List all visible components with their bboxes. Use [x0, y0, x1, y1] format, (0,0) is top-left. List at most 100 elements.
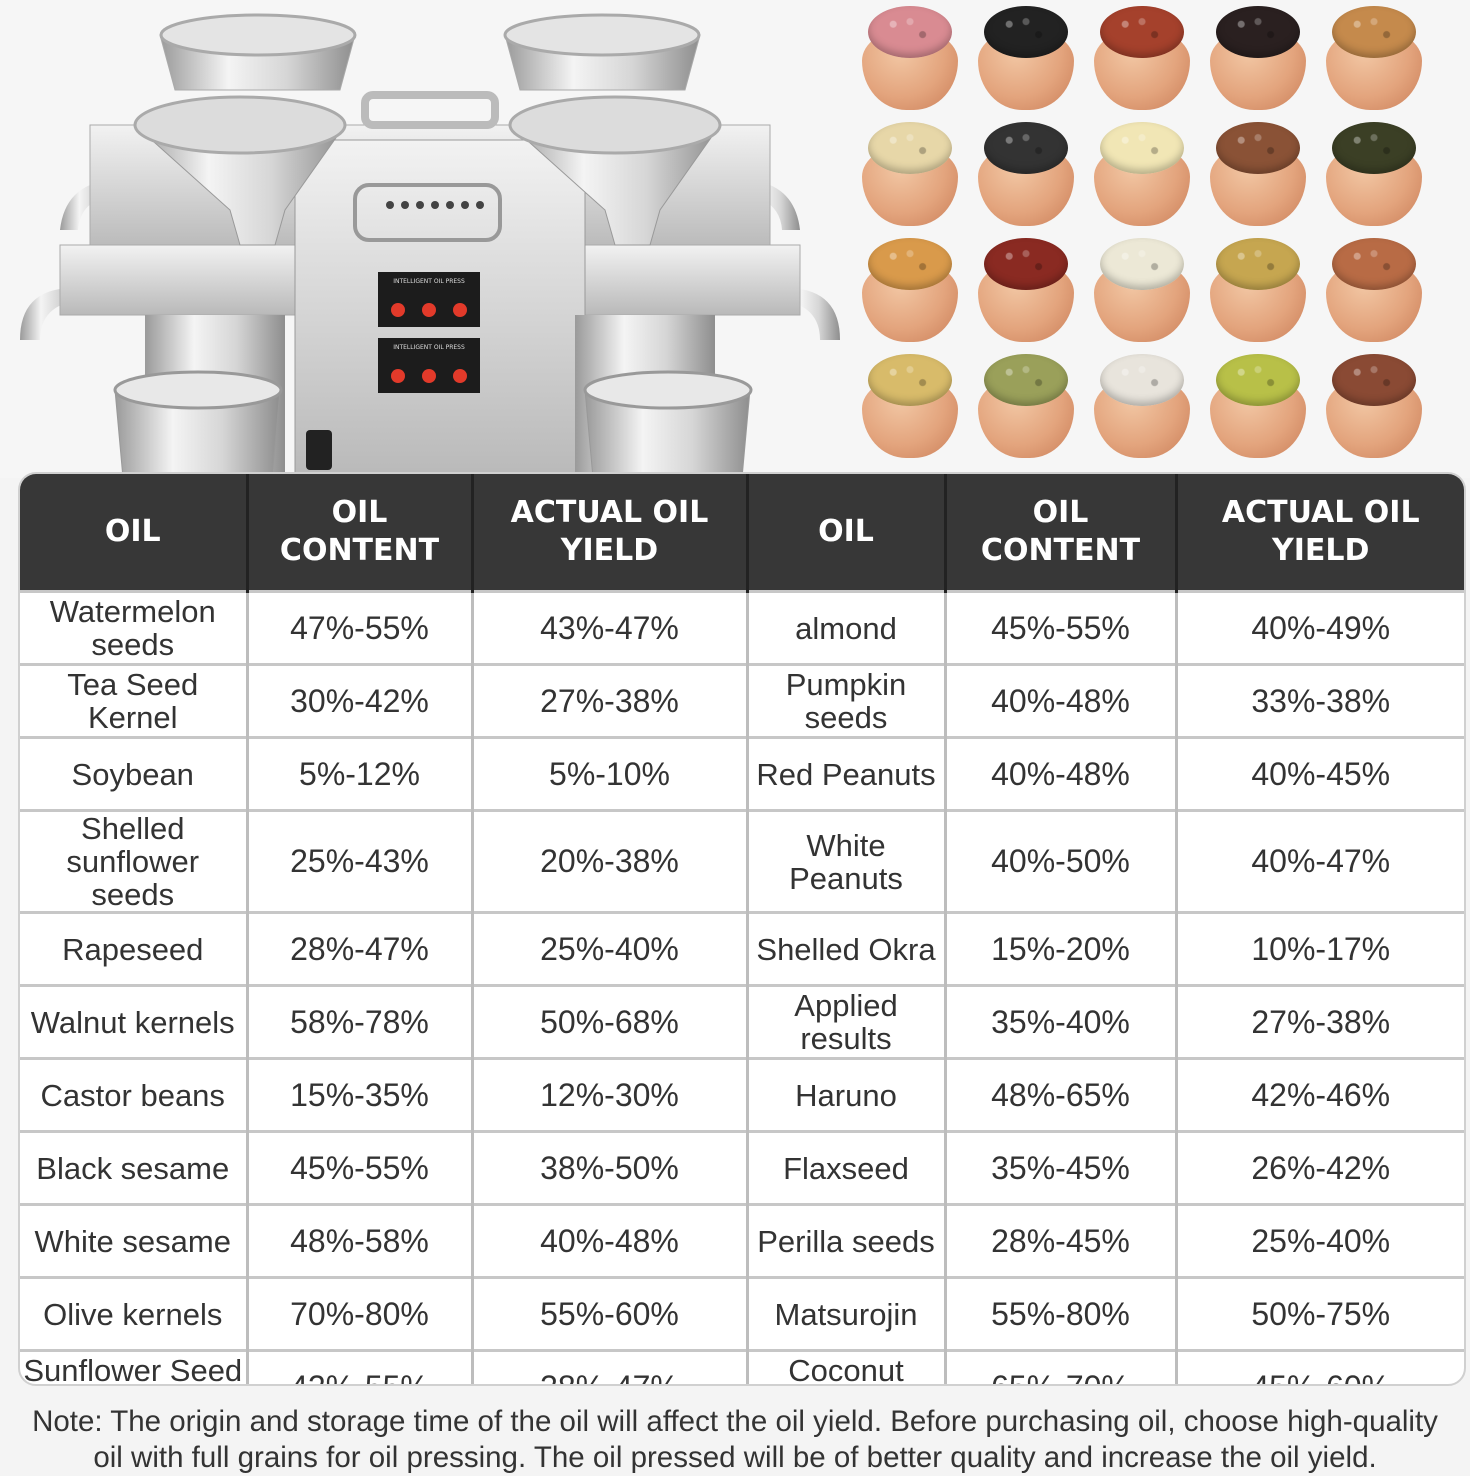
- header-oil-content: OIL CONTENT: [247, 474, 474, 592]
- seed-bowl: [1206, 350, 1310, 460]
- bowl-seeds: [1332, 354, 1416, 406]
- cell-actual-oil-yield: 26%-42%: [1176, 1130, 1464, 1205]
- cell-oil-name: Flaxseed: [747, 1130, 947, 1205]
- cell-oil-name: Olive kernels: [20, 1276, 249, 1351]
- bowl-seeds: [984, 122, 1068, 174]
- bowl-seeds: [984, 238, 1068, 290]
- table-row: Black sesame 45%-55% 38%-50% Flaxseed 35%-45…: [20, 1130, 1464, 1205]
- seed-bowl: [1090, 118, 1194, 228]
- table-row: Walnut kernels 58%-78% 50%-68% Applied resu…: [20, 984, 1464, 1059]
- cell-actual-oil-yield: 25%-40%: [1176, 1203, 1464, 1278]
- bowl-seeds: [984, 6, 1068, 58]
- cell-oil-content: 58%-78%: [247, 984, 474, 1059]
- cell-oil-content: 45%-55%: [945, 590, 1178, 665]
- seed-bowl: [974, 2, 1078, 112]
- cell-actual-oil-yield: 5%-10%: [472, 736, 749, 811]
- cell-actual-oil-yield: 42%-46%: [1176, 1057, 1464, 1132]
- hero-image-area: INTELLIGENT OIL PRESS INTELLIGENT OIL PR…: [0, 0, 1470, 478]
- cell-actual-oil-yield: 10%-17%: [1176, 911, 1464, 986]
- bowl-seeds: [1100, 354, 1184, 406]
- cell-oil-content: 35%-45%: [945, 1130, 1178, 1205]
- bowl-seeds: [1216, 6, 1300, 58]
- cell-oil-name: Black sesame: [20, 1130, 249, 1205]
- cell-oil-name: White sesame: [20, 1203, 249, 1278]
- cell-oil-content: 47%-55%: [247, 590, 474, 665]
- cell-oil-content: 40%-48%: [945, 663, 1178, 738]
- cell-oil-content: 35%-40%: [945, 984, 1178, 1059]
- cell-actual-oil-yield: 27%-38%: [472, 663, 749, 738]
- table-row: Watermelon seeds 47%-55% 43%-47% almond 45%-…: [20, 590, 1464, 665]
- cell-actual-oil-yield: 33%-38%: [1176, 663, 1464, 738]
- cell-oil-name: Watermelon seeds: [20, 590, 249, 665]
- seed-bowl: [1322, 2, 1426, 112]
- table-row: Olive kernels 70%-80% 55%-60% Matsurojin 55%…: [20, 1276, 1464, 1351]
- bowl-seeds: [868, 238, 952, 290]
- oil-yield-table: OIL OIL CONTENT ACTUAL OIL YIELD OIL OIL…: [18, 472, 1466, 1386]
- table-row: Shelled sunflower seeds 25%-43% 20%-38% Whi…: [20, 809, 1464, 913]
- oil-press-machine-image: INTELLIGENT OIL PRESS INTELLIGENT OIL PR…: [20, 13, 840, 478]
- cell-oil-content: 40%-48%: [945, 736, 1178, 811]
- seed-bowl: [1322, 118, 1426, 228]
- cell-oil-content: 28%-47%: [247, 911, 474, 986]
- cell-actual-oil-yield: 45%-60%: [1176, 1349, 1464, 1384]
- seed-bowl: [1322, 234, 1426, 344]
- cell-actual-oil-yield: 40%-48%: [472, 1203, 749, 1278]
- seed-bowl: [1206, 234, 1310, 344]
- cell-oil-name: Rapeseed: [20, 911, 249, 986]
- seed-bowl: [858, 234, 962, 344]
- cell-oil-content: 70%-80%: [247, 1276, 474, 1351]
- cell-actual-oil-yield: 38%-47%: [472, 1349, 749, 1384]
- table-row: Rapeseed 28%-47% 25%-40% Shelled Okra 15%-20…: [20, 911, 1464, 986]
- bowl-seeds: [1216, 354, 1300, 406]
- header-oil-content: OIL CONTENT: [945, 474, 1178, 592]
- bowl-seeds: [984, 354, 1068, 406]
- cell-oil-content: 42%-55%: [247, 1349, 474, 1384]
- cell-actual-oil-yield: 50%-75%: [1176, 1276, 1464, 1351]
- table-row: Tea Seed Kernel 30%-42% 27%-38% Pumpkin see…: [20, 663, 1464, 738]
- cell-oil-content: 15%-35%: [247, 1057, 474, 1132]
- seed-bowl: [1090, 2, 1194, 112]
- seed-bowl: [974, 234, 1078, 344]
- bowl-seeds: [1100, 238, 1184, 290]
- cell-actual-oil-yield: 40%-47%: [1176, 809, 1464, 913]
- cell-actual-oil-yield: 40%-45%: [1176, 736, 1464, 811]
- bowl-seeds: [1332, 6, 1416, 58]
- table-row: Castor beans 15%-35% 12%-30% Haruno 48%-65% 4…: [20, 1057, 1464, 1132]
- cell-actual-oil-yield: 50%-68%: [472, 984, 749, 1059]
- bowl-seeds: [868, 6, 952, 58]
- cell-oil-name: Red Peanuts: [747, 736, 947, 811]
- bowl-seeds: [1332, 238, 1416, 290]
- cell-oil-name: White Peanuts: [747, 809, 947, 913]
- cell-oil-content: 45%-55%: [247, 1130, 474, 1205]
- cell-actual-oil-yield: 40%-49%: [1176, 590, 1464, 665]
- cell-oil-name: Matsurojin: [747, 1276, 947, 1351]
- cell-oil-content: 48%-58%: [247, 1203, 474, 1278]
- seed-bowl: [974, 350, 1078, 460]
- cell-oil-name: Walnut kernels: [20, 984, 249, 1059]
- seed-bowl: [1090, 234, 1194, 344]
- cell-oil-name: Applied results: [747, 984, 947, 1059]
- cell-oil-content: 15%-20%: [945, 911, 1178, 986]
- seed-bowl: [974, 118, 1078, 228]
- cell-oil-content: 5%-12%: [247, 736, 474, 811]
- cell-actual-oil-yield: 38%-50%: [472, 1130, 749, 1205]
- cell-actual-oil-yield: 43%-47%: [472, 590, 749, 665]
- header-actual-oil-yield: ACTUAL OIL YIELD: [1176, 474, 1464, 592]
- cell-oil-content: 30%-42%: [247, 663, 474, 738]
- table-row: Soybean 5%-12% 5%-10% Red Peanuts 40%-48% 40%…: [20, 736, 1464, 811]
- cell-oil-content: 28%-45%: [945, 1203, 1178, 1278]
- table-header-row: OIL OIL CONTENT ACTUAL OIL YIELD OIL OIL…: [20, 474, 1464, 592]
- cell-oil-name: Shelled sunflower seeds: [20, 809, 249, 913]
- bowl-seeds: [1216, 238, 1300, 290]
- cell-oil-name: Perilla seeds: [747, 1203, 947, 1278]
- seed-bowl: [1206, 2, 1310, 112]
- bowl-seeds: [868, 354, 952, 406]
- cell-oil-content: 40%-50%: [945, 809, 1178, 913]
- cell-actual-oil-yield: 55%-60%: [472, 1276, 749, 1351]
- bowl-seeds: [868, 122, 952, 174]
- cell-oil-name: almond: [747, 590, 947, 665]
- cell-oil-name: Tea Seed Kernel: [20, 663, 249, 738]
- seed-bowl: [1322, 350, 1426, 460]
- seed-bowl: [1090, 350, 1194, 460]
- svg-text:INTELLIGENT OIL PRESS: INTELLIGENT OIL PRESS: [393, 278, 465, 285]
